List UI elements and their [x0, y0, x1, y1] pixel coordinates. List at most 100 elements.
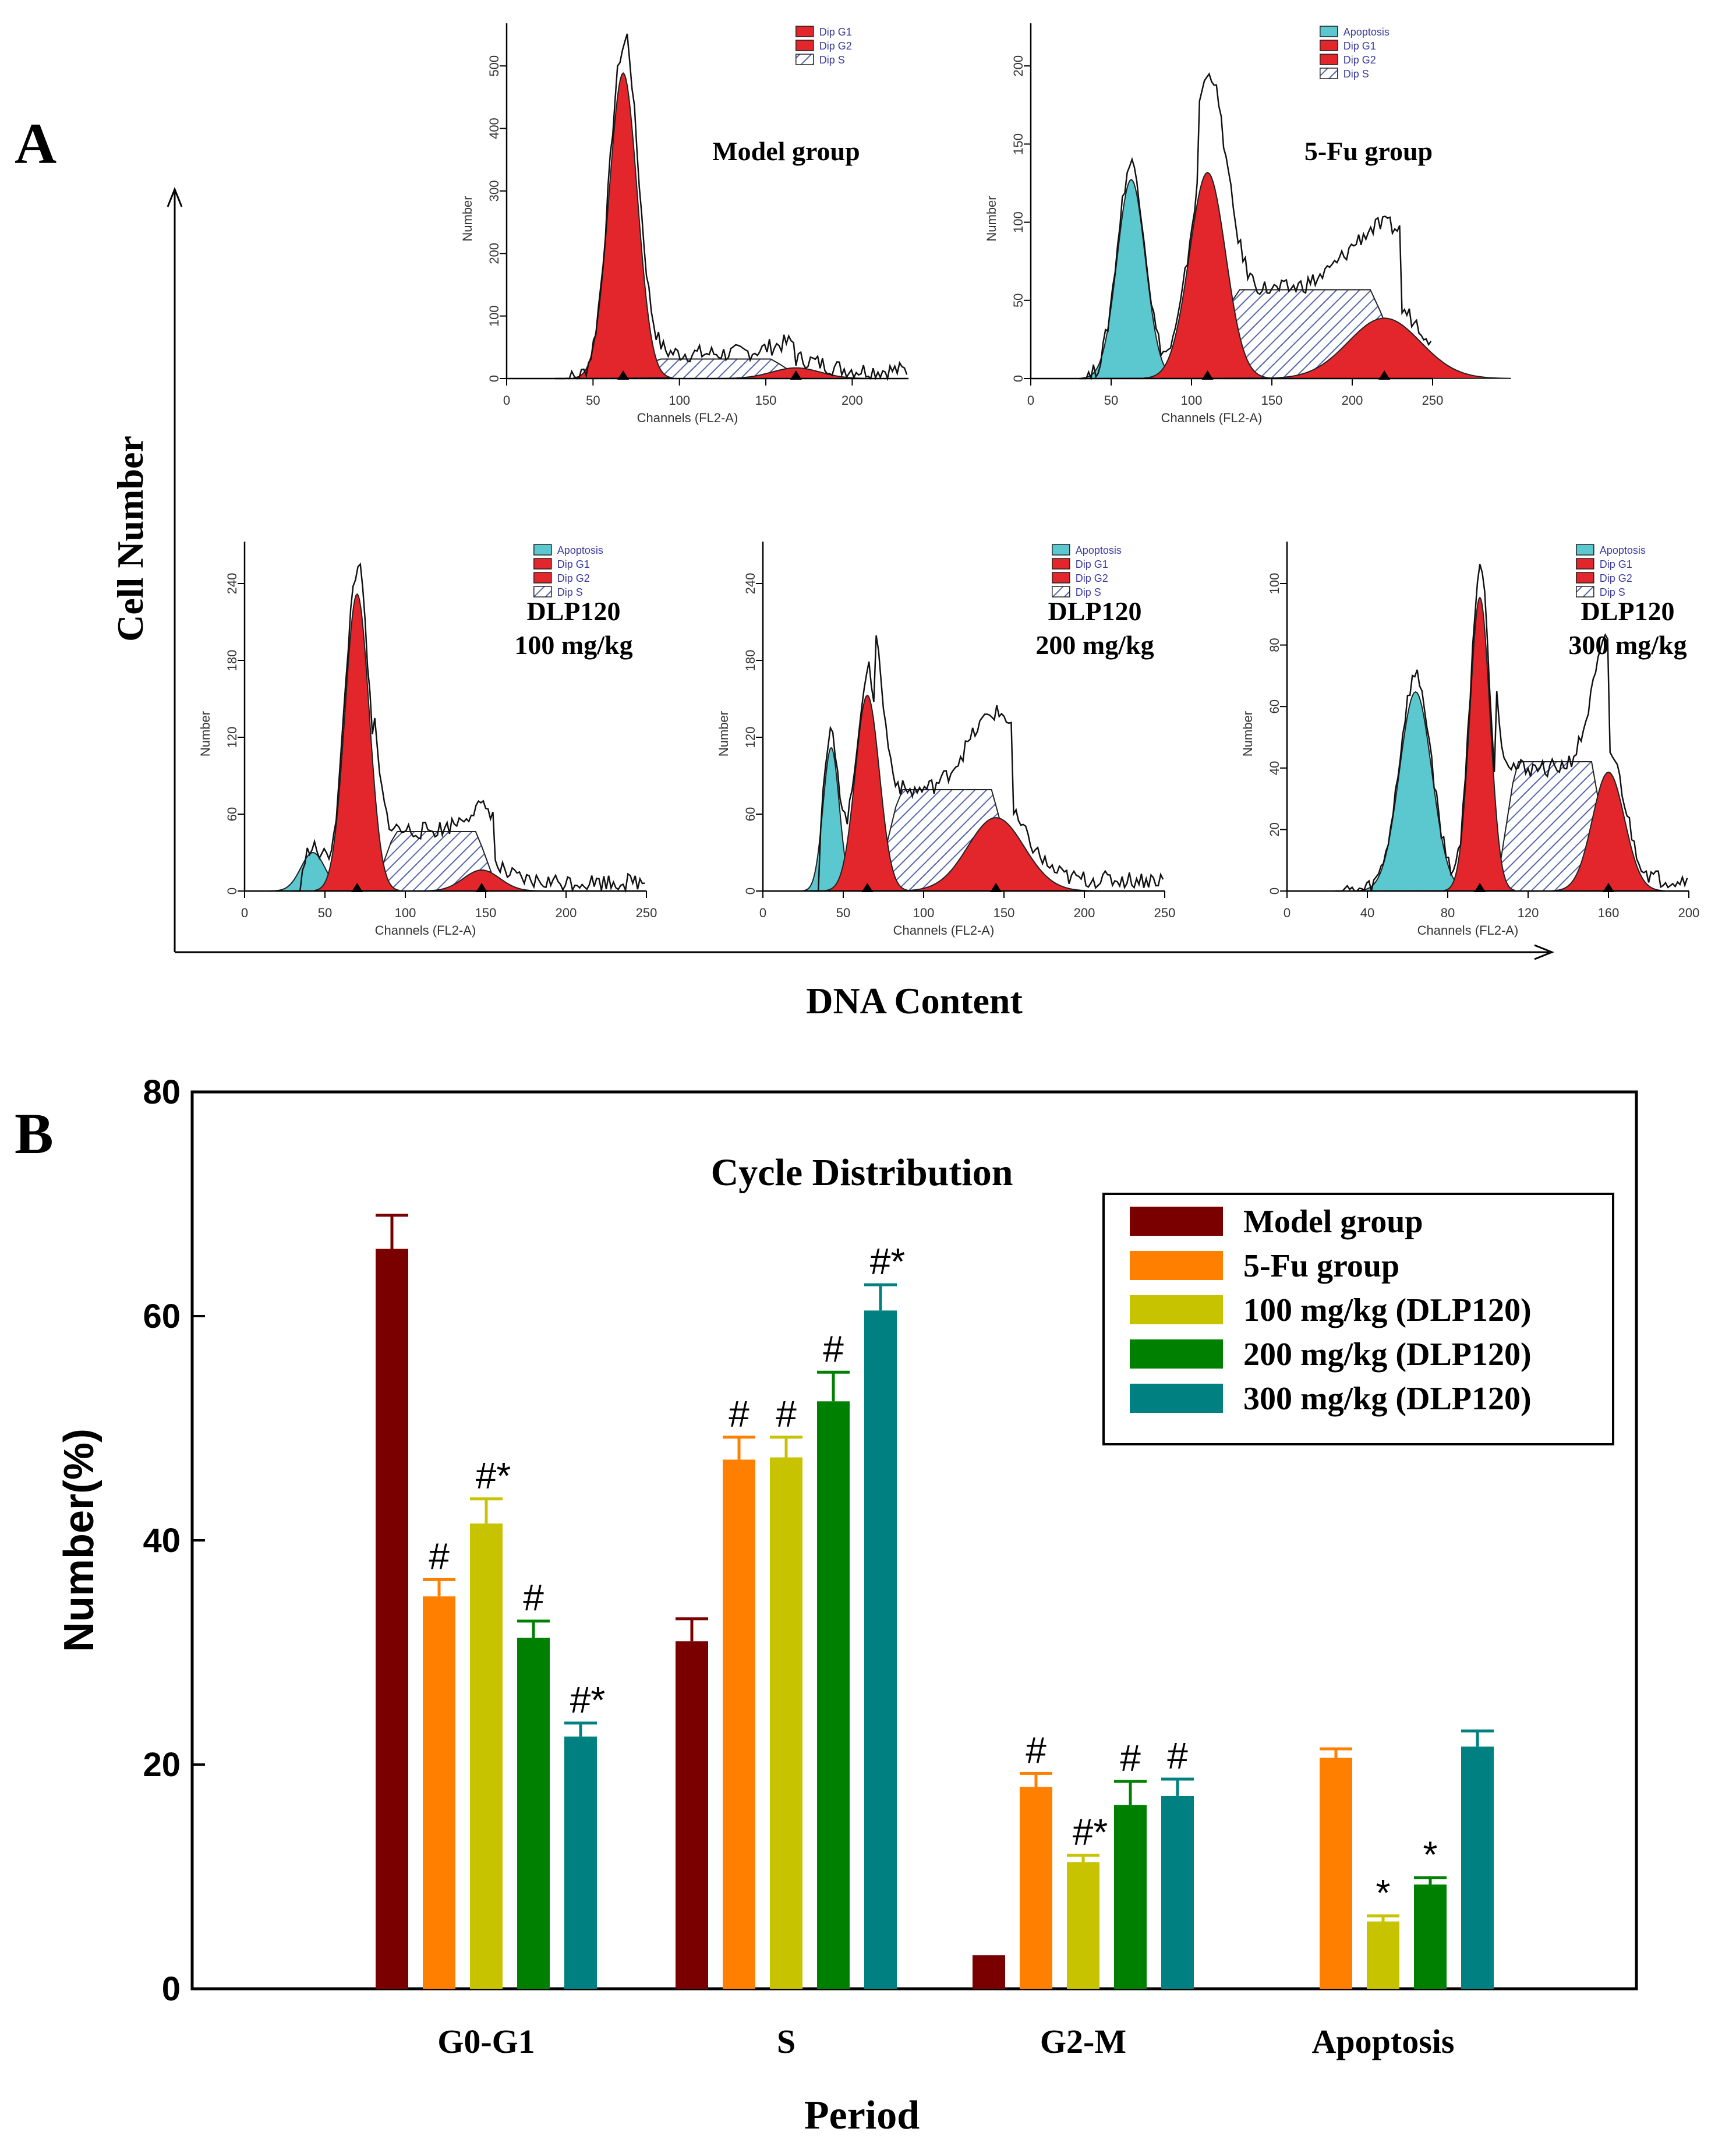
histogram-title: Model group: [712, 136, 860, 166]
bar: [376, 1249, 408, 1989]
y-ticks: 0 20 40 60 80: [143, 1073, 205, 2008]
dip-g1-peak: [1444, 596, 1515, 892]
significance-mark: *: [1376, 1872, 1391, 1914]
hist-x-tick-label: 200: [1074, 906, 1095, 920]
histogram-title: DLP120: [527, 596, 621, 626]
hist-legend-swatch: [795, 26, 814, 37]
significance-mark: #*: [570, 1679, 606, 1721]
significance-mark: #*: [1073, 1811, 1108, 1853]
panel-a-y-label: Cell Number: [109, 436, 151, 642]
panel-a-x-label: DNA Content: [806, 980, 1023, 1021]
hist-legend-label: Dip S: [1076, 586, 1101, 598]
dip-g2-peak: [897, 816, 1095, 892]
panel-b: B Cycle Distribution Number(%) Period 0 2…: [15, 1073, 1638, 2138]
hist-x-tick-label: 0: [759, 906, 766, 920]
peak-marker: [861, 883, 874, 892]
dip-g2-peak: [1257, 317, 1511, 380]
hist-legend-swatch: [1576, 558, 1594, 570]
bar: [770, 1457, 802, 1989]
legend-swatch: [1130, 1295, 1223, 1324]
legend-swatch: [1130, 1251, 1223, 1280]
hist-y-tick-label: 0: [1267, 888, 1282, 895]
hist-y-tick-label: 240: [225, 573, 239, 595]
apoptosis-peak: [1081, 179, 1181, 380]
bar: [864, 1310, 897, 1989]
y-axis-label: Number(%): [56, 1429, 102, 1652]
hist-legend-label: Dip G1: [819, 26, 852, 38]
x-ticks: G0-G1 S G2-M Apoptosis: [437, 1976, 1454, 2060]
chart-title: Cycle Distribution: [711, 1151, 1013, 1194]
dip-g1-peak: [1143, 172, 1271, 380]
peak-marker: [476, 883, 488, 892]
hist-legend-swatch: [1052, 586, 1070, 598]
panel-b-letter: B: [15, 1101, 54, 1166]
bar: [1161, 1795, 1194, 1989]
significance-mark: #: [729, 1393, 749, 1435]
hist-legend-label: Dip G1: [557, 558, 590, 570]
hist-y-tick-label: 120: [743, 727, 758, 748]
dip-g1-peak: [314, 593, 399, 892]
hist-x-tick-label: 0: [503, 393, 510, 408]
bar: [1414, 1884, 1447, 1989]
hist-y-tick-label: 80: [1267, 638, 1282, 652]
hist-legend-swatch: [1320, 54, 1338, 65]
hist-y-label: Number: [716, 711, 731, 756]
hist-legend-label: Dip S: [557, 586, 583, 598]
bar: [517, 1638, 550, 1989]
histogram-title: DLP120: [1581, 596, 1675, 626]
apoptosis-peak: [1359, 691, 1472, 892]
legend-label: 200 mg/kg (DLP120): [1243, 1337, 1532, 1373]
hist-y-label: Number: [984, 196, 999, 241]
hist-y-tick-label: 500: [487, 55, 501, 77]
hist-legend-swatch: [1320, 68, 1338, 79]
significance-mark: #*: [476, 1455, 511, 1497]
histogram-title: DLP120: [1048, 596, 1142, 626]
histogram-3: 0 50 100 150 200 250 0 60 120 180 240 Channels (FL2…: [198, 542, 657, 938]
legend-swatch: [1130, 1339, 1223, 1369]
hist-y-tick-label: 100: [1011, 211, 1026, 233]
hist-x-tick-label: 150: [993, 906, 1015, 920]
hist-x-tick-label: 0: [241, 906, 248, 920]
hist-x-tick-label: 200: [1678, 906, 1700, 920]
y-tick-label: 40: [143, 1522, 181, 1560]
hist-x-label: Channels (FL2-A): [1161, 411, 1263, 425]
bar: [1461, 1747, 1494, 1989]
hist-legend-swatch: [1576, 586, 1594, 598]
legend-label: 100 mg/kg (DLP120): [1243, 1292, 1532, 1328]
histogram-2: 0 50 100 150 200 250 0 50 100 150 200 Channels (FL2…: [984, 23, 1511, 425]
hist-legend-label: Dip G1: [1600, 558, 1632, 570]
bar: [470, 1523, 503, 1989]
hist-legend-swatch: [795, 40, 814, 51]
hist-x-tick-label: 100: [395, 906, 416, 920]
hist-x-tick-label: 40: [1360, 906, 1374, 920]
hist-legend-swatch: [1052, 558, 1070, 570]
raw-data-trace: [1079, 72, 1432, 381]
significance-mark: #*: [870, 1240, 906, 1282]
peak-marker: [617, 370, 630, 380]
hist-y-tick-label: 60: [225, 807, 239, 821]
hist-legend-swatch: [1052, 572, 1070, 584]
bar: [423, 1596, 455, 1989]
legend-swatch: [1130, 1384, 1223, 1413]
hist-y-tick-label: 100: [487, 305, 501, 327]
hist-y-tick-label: 60: [1267, 699, 1282, 713]
hist-legend-swatch: [795, 54, 814, 65]
hist-y-label: Number: [1240, 711, 1255, 756]
hist-y-tick-label: 40: [1267, 761, 1282, 775]
panel-a-y-arrow: [167, 186, 183, 207]
hist-x-tick-label: 100: [1181, 393, 1203, 408]
legend-label: 300 mg/kg (DLP120): [1243, 1381, 1532, 1417]
y-tick-label: 20: [143, 1746, 181, 1784]
hist-legend-swatch: [1052, 544, 1070, 556]
histogram-title: 5-Fu group: [1304, 136, 1433, 166]
hist-x-tick-label: 0: [1284, 906, 1290, 920]
hist-y-tick-label: 0: [743, 888, 758, 895]
raw-data-trace: [1335, 564, 1688, 892]
hist-y-tick-label: 100: [1267, 573, 1282, 595]
peak-marker: [1474, 883, 1486, 892]
hist-legend-label: Apoptosis: [557, 545, 603, 556]
hist-y-tick-label: 200: [487, 243, 501, 264]
x-tick-label: S: [777, 2023, 795, 2060]
hist-legend-label: Apoptosis: [1343, 26, 1389, 38]
